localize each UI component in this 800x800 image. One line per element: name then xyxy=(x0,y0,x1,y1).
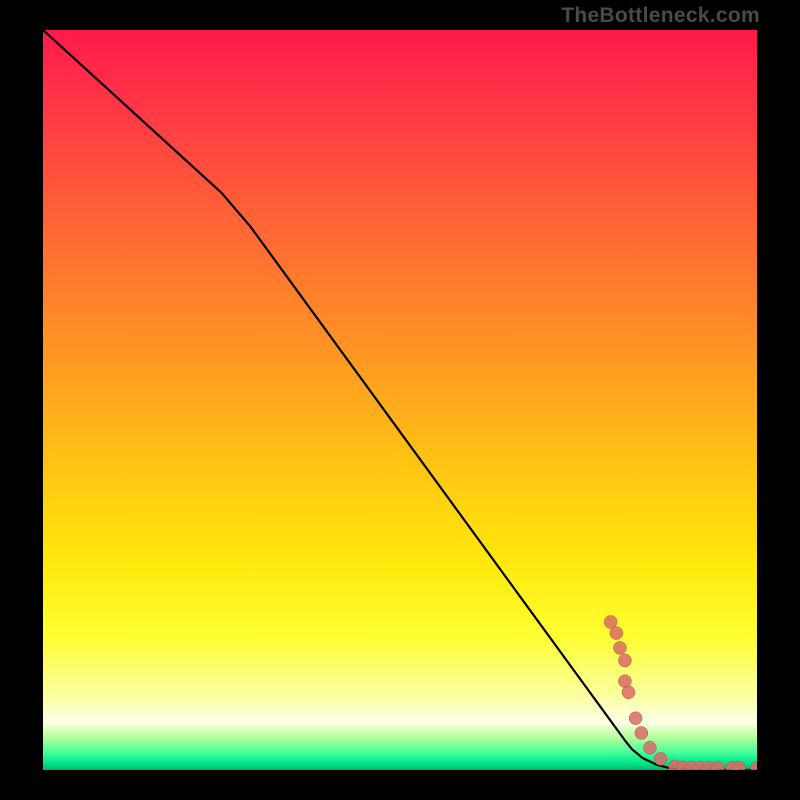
scatter-point xyxy=(622,686,635,699)
scatter-point xyxy=(635,727,648,740)
scatter-point xyxy=(610,627,623,640)
scatter-point xyxy=(613,641,626,654)
scatter-point xyxy=(643,741,656,754)
scatter-point xyxy=(618,654,631,667)
scatter-point xyxy=(654,752,667,765)
chart-background xyxy=(43,30,757,770)
chart-frame: TheBottleneck.com xyxy=(0,0,800,800)
scatter-point xyxy=(629,712,642,725)
watermark-text: TheBottleneck.com xyxy=(561,4,760,28)
chart-plot-area xyxy=(43,30,757,770)
